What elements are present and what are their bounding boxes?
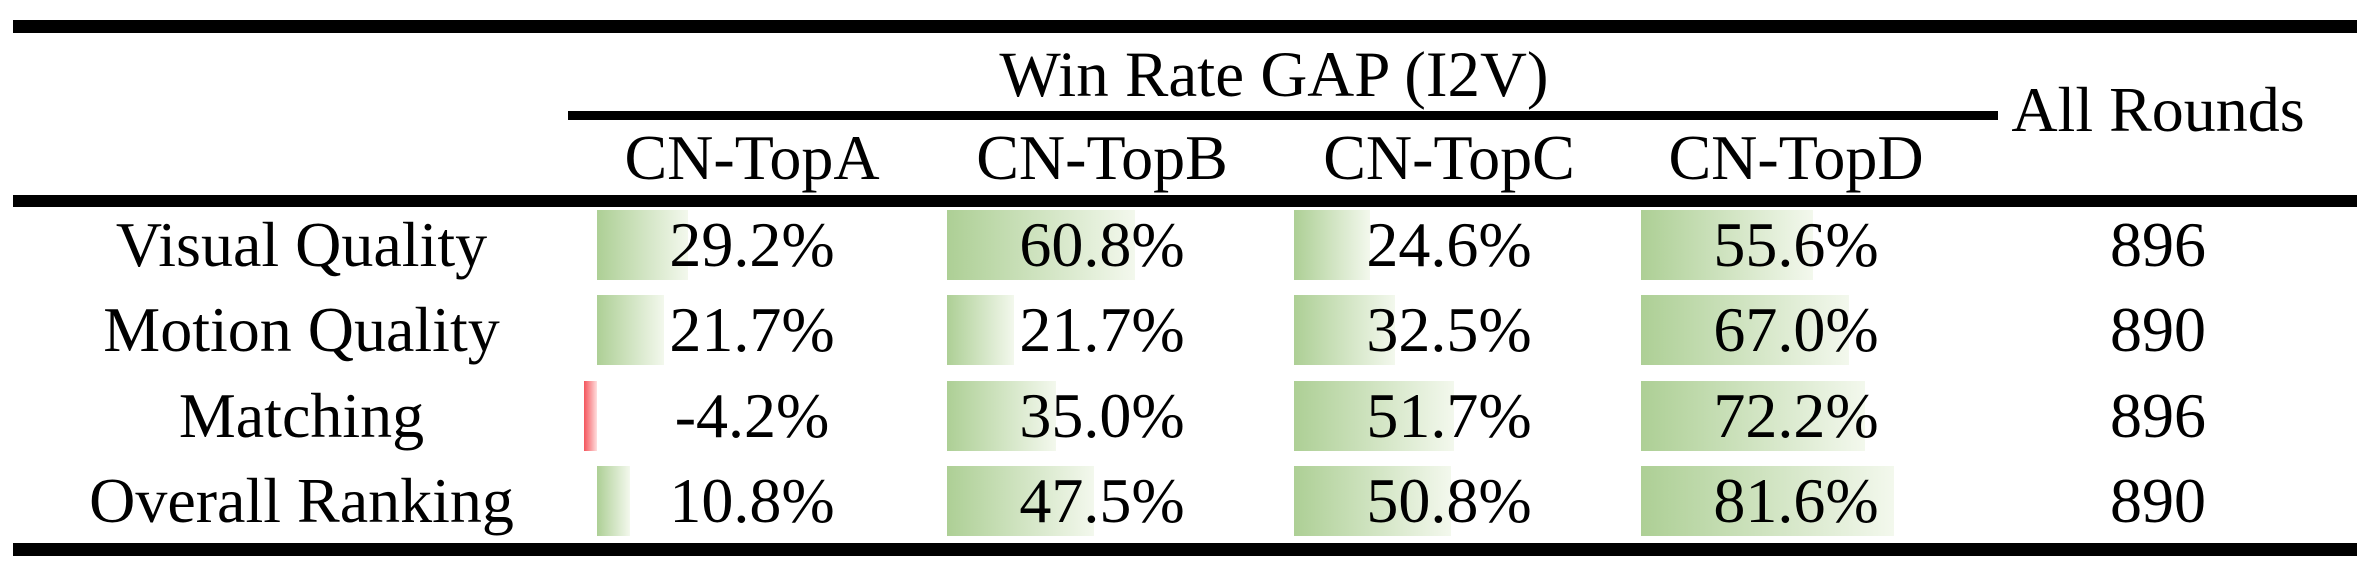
cell-value: 51.7% [1366,380,1532,451]
column-header-cn-topa: CN-TopA [624,122,880,193]
table-bottom-rule [13,543,2357,556]
table-cell: 50.8% [1294,458,1604,543]
data-bar [1641,465,1894,536]
data-bar [584,380,597,451]
table-row: Visual Quality 29.2% 60.8% 24.6% 55.6% 8… [0,202,2374,287]
cell-value: 67.0% [1713,294,1879,365]
data-bar [1294,465,1451,536]
data-bar [1294,294,1395,365]
column-header-cn-topd: CN-TopD [1668,122,1924,193]
data-bar [597,465,630,536]
cell-value: 60.8% [1019,209,1185,280]
data-bar [1641,294,1849,365]
cell-value: 81.6% [1713,465,1879,536]
all-rounds-value: 896 [2110,380,2206,451]
table-cell: 81.6% [1641,458,1951,543]
cell-value: 50.8% [1366,465,1532,536]
cell-value: 35.0% [1019,380,1185,451]
cell-value: 55.6% [1713,209,1879,280]
table-row: Matching -4.2% 35.0% 51.7% 72.2% 896 [0,373,2374,458]
cell-value: 32.5% [1366,294,1532,365]
cell-value: 47.5% [1019,465,1185,536]
data-bar [1294,380,1454,451]
row-label: Visual Quality [115,209,488,280]
data-bar [947,380,1056,451]
table-cell: 21.7% [947,287,1257,372]
table-row: Overall Ranking 10.8% 47.5% 50.8% 81.6% … [0,458,2374,543]
data-bar [597,294,664,365]
all-rounds-value: 890 [2110,294,2206,365]
table-cell: -4.2% [584,373,907,458]
header-group-rule [568,111,1998,120]
row-label: Matching [178,380,425,451]
table-cell: 47.5% [947,458,1257,543]
table-group-title: Win Rate GAP (I2V) [999,39,1549,111]
table-cell: 60.8% [947,202,1257,287]
data-bar [1641,209,1813,280]
data-bar [597,209,688,280]
table-cell: 72.2% [1641,373,1951,458]
table-cell: 32.5% [1294,287,1604,372]
table-cell: 21.7% [597,287,907,372]
table-top-rule [13,20,2357,33]
cell-value: 24.6% [1366,209,1532,280]
table-cell: 67.0% [1641,287,1951,372]
cell-value: 29.2% [669,209,835,280]
table-cell: 55.6% [1641,202,1951,287]
data-bar [947,465,1094,536]
all-rounds-value: 896 [2110,209,2206,280]
cell-value: 21.7% [669,294,835,365]
table-cell: 35.0% [947,373,1257,458]
all-rounds-column-header: All Rounds [2011,74,2305,145]
cell-value: 21.7% [1019,294,1185,365]
cell-value: -4.2% [674,380,830,451]
data-bar [947,209,1135,280]
table-cell: 24.6% [1294,202,1604,287]
cell-value: 72.2% [1713,380,1879,451]
table-cell: 10.8% [597,458,907,543]
cell-value: 10.8% [669,465,835,536]
row-label: Motion Quality [103,294,500,365]
data-bar [947,294,1014,365]
row-label: Overall Ranking [89,465,514,536]
table-cell: 29.2% [597,202,907,287]
column-header-cn-topb: CN-TopB [976,122,1228,193]
table-row: Motion Quality 21.7% 21.7% 32.5% 67.0% 8… [0,287,2374,372]
header-body-rule [13,195,2357,207]
all-rounds-value: 890 [2110,465,2206,536]
table-cell: 51.7% [1294,373,1604,458]
data-bar [1294,209,1370,280]
column-header-cn-topc: CN-TopC [1323,122,1575,193]
data-bar [1641,380,1865,451]
